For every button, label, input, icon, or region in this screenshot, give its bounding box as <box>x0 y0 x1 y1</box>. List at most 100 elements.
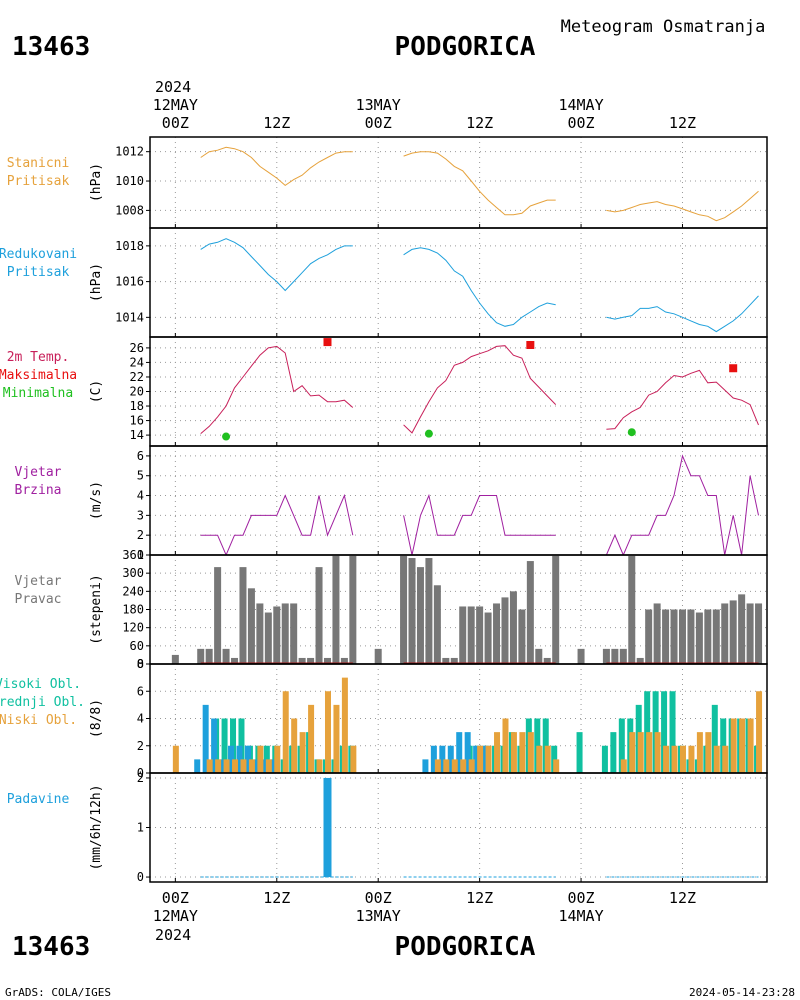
station-name-top: PODGORICA <box>395 32 536 62</box>
panel-oblacnost: 0 2 4 6 8 (8/8) Visoki Obl. Srednji Obl. Niski O… <box>0 657 768 780</box>
bar <box>476 606 484 664</box>
cloud-bar <box>265 759 272 773</box>
y-tick-label: 1 <box>137 548 144 562</box>
data-layer <box>171 555 763 664</box>
bar <box>425 558 433 664</box>
y-tick-label: 240 <box>122 584 144 598</box>
cloud-bar <box>473 745 480 773</box>
series-line <box>606 190 759 222</box>
series-line <box>403 151 556 216</box>
side-label: Pritisak <box>7 265 70 280</box>
bar <box>400 555 408 664</box>
meteogram-subtitle: Meteogram Osmatranja <box>561 17 766 37</box>
side-label: Brzina <box>15 483 62 498</box>
cloud-bar <box>502 718 509 773</box>
side-label: 2m Temp. <box>7 350 70 365</box>
y-tick-label: 6 <box>137 449 144 463</box>
cloud-bar <box>299 732 306 773</box>
side-label: Padavine <box>7 792 70 807</box>
series-line <box>606 369 759 430</box>
y-tick-label: 24 <box>130 355 144 369</box>
cloud-bar <box>232 759 239 773</box>
bar <box>222 648 230 664</box>
side-label: Pritisak <box>7 174 70 189</box>
bar <box>450 657 458 664</box>
y-tick-label: 1 <box>137 821 144 835</box>
y-tick-label: 0 <box>137 870 144 884</box>
cloud-bar <box>206 759 213 773</box>
series-line <box>200 493 354 555</box>
cloud-bar <box>282 691 289 773</box>
max-temp-marker <box>526 340 535 349</box>
panel-redukovani-pritisak: 1014 1016 1018 (hPa) Redukovani Pritisak <box>0 227 768 338</box>
y-tick-label: 2 <box>137 528 144 542</box>
cloud-bar <box>194 759 201 773</box>
bar <box>340 657 348 664</box>
y-tick-label: 14 <box>130 428 144 442</box>
cloud-bar <box>240 759 247 773</box>
y-axis-label: (hPa) <box>89 163 104 202</box>
cloud-bar <box>261 759 268 773</box>
data-layer <box>200 777 759 878</box>
bar <box>509 591 517 664</box>
cloud-bar <box>576 732 583 773</box>
bar <box>577 648 585 664</box>
cloud-bar <box>713 745 720 773</box>
y-tick-label: 0 <box>137 657 144 671</box>
y-tick-label: 1012 <box>115 145 144 159</box>
bar <box>619 648 627 664</box>
series-line <box>403 345 557 434</box>
y-tick-label: 26 <box>130 341 144 355</box>
panels: 100810101012(hPa)StanicniPritisak1014101… <box>0 136 768 884</box>
y-tick-label: 2 <box>137 771 144 785</box>
y-tick-label: 300 <box>122 566 144 580</box>
y-tick-label: 0 <box>137 766 144 780</box>
bottom-date-label: 12MAY <box>153 907 198 925</box>
bar <box>214 567 222 664</box>
bar <box>239 567 247 664</box>
bar <box>501 597 509 664</box>
station-name-bottom: PODGORICA <box>395 932 536 962</box>
cloud-bar <box>451 759 458 773</box>
year-top: 2024 <box>155 78 191 96</box>
bar <box>332 555 340 664</box>
y-tick-label: 180 <box>122 603 144 617</box>
panel-border <box>149 445 768 556</box>
top-hour-label: 00Z <box>162 114 189 132</box>
bottom-hour-labels: 00Z 12Z 00Z 12Z 00Z 12Z <box>162 889 696 907</box>
y-tick-label: 20 <box>130 385 144 399</box>
top-date-label: 14MAY <box>558 96 603 114</box>
data-layer <box>200 338 759 441</box>
bar <box>678 609 686 664</box>
cloud-bar <box>468 759 475 773</box>
y-axis-label: (8/8) <box>89 699 104 738</box>
bar <box>662 609 670 664</box>
top-hour-label: 12Z <box>263 114 290 132</box>
cloud-bar <box>434 759 441 773</box>
cloud-bar <box>722 745 729 773</box>
cloud-bar <box>756 691 763 773</box>
cloud-bar <box>211 718 218 773</box>
cloud-bar <box>422 759 429 773</box>
top-hour-label: 12Z <box>669 114 696 132</box>
cloud-bar <box>270 759 277 773</box>
bottom-date-label: 13MAY <box>356 907 401 925</box>
bar <box>645 609 653 664</box>
series-line <box>605 454 759 555</box>
cloud-bar <box>669 691 676 773</box>
bar <box>323 657 331 664</box>
max-temp-marker <box>729 364 738 373</box>
y-tick-label: 1008 <box>115 203 144 217</box>
top-hour-label: 00Z <box>568 114 595 132</box>
side-label: Minimalna <box>3 386 73 401</box>
cloud-bar <box>350 745 357 773</box>
cloud-bar <box>553 759 560 773</box>
bar <box>535 648 543 664</box>
y-tick-label: 2 <box>137 739 144 753</box>
bar <box>721 603 729 664</box>
panel-border <box>149 227 768 338</box>
cloud-bar <box>244 745 251 773</box>
panel-border <box>149 336 768 447</box>
